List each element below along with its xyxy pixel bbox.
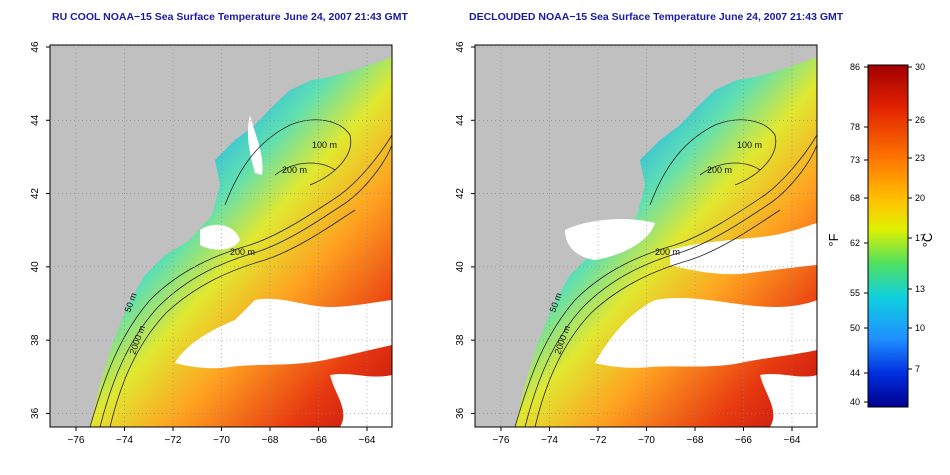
x-tick-label: −64 <box>784 435 801 446</box>
y-tick-label: 40 <box>455 261 466 273</box>
x-tick-label: −72 <box>165 435 182 446</box>
y-axis: 46 44 42 40 38 36 <box>455 41 817 419</box>
cloud-mask <box>670 223 817 275</box>
fahrenheit-tick-label: 55 <box>850 288 860 298</box>
colorbar: 86 78 73 68 62 55 50 44 40 30 26 23 20 17 13 10 7 °F °C <box>826 62 935 408</box>
contour-label: 200 m <box>230 247 255 257</box>
fahrenheit-tick-label: 62 <box>850 238 860 248</box>
x-tick-label: −70 <box>213 435 230 446</box>
celsius-tick-label: 20 <box>915 193 925 203</box>
y-axis: 46 44 42 40 38 36 <box>30 41 392 419</box>
contour-label: 100 m <box>737 140 762 150</box>
left-map-title: RU COOL NOAA−15 Sea Surface Temperature … <box>52 11 408 23</box>
x-tick-label: −66 <box>310 435 327 446</box>
land <box>475 45 817 427</box>
celsius-tick-label: 7 <box>915 364 920 374</box>
cloud-mask <box>330 373 392 427</box>
x-tick-label: −64 <box>359 435 376 446</box>
y-tick-label: 36 <box>455 407 466 419</box>
celsius-label: °C <box>920 233 935 248</box>
bathymetry-contours <box>89 119 393 428</box>
y-tick-label: 42 <box>455 188 466 200</box>
celsius-tick-label: 23 <box>915 153 925 163</box>
x-tick-label: −70 <box>638 435 655 446</box>
fahrenheit-tick-label: 44 <box>850 368 860 378</box>
x-tick-label: −68 <box>262 435 279 446</box>
right-map: 200 m 100 m 200 m 50 m 2000 m 4644424038… <box>455 41 818 446</box>
celsius-tick-label: 30 <box>915 62 925 72</box>
fahrenheit-tick-label: 50 <box>850 323 860 333</box>
contour-label: 100 m <box>312 140 337 150</box>
cloud-mask <box>565 219 655 260</box>
contour-label: 200 m <box>707 165 732 175</box>
fahrenheit-tick-label: 78 <box>850 122 860 132</box>
x-tick-label: −68 <box>687 435 704 446</box>
y-tick-label: 44 <box>455 114 466 126</box>
x-tick-label: −76 <box>68 435 85 446</box>
x-tick-label: −74 <box>541 435 558 446</box>
fahrenheit-ticks: 86 78 73 68 62 55 50 44 40 <box>850 62 868 407</box>
cloud-mask <box>247 115 263 175</box>
left-map: 200 m 100 m 200 m 50 m 2000 m 4644424038… <box>30 41 393 446</box>
x-tick-label: −66 <box>735 435 752 446</box>
x-axis: −76 −74 −72 −70 −68 −66 −64 <box>68 45 376 446</box>
x-axis: −76 −74 −72 −70 −68 −66 −64 <box>493 45 801 446</box>
fahrenheit-tick-label: 73 <box>850 155 860 165</box>
contour-label: 200 m <box>655 247 680 257</box>
bathymetry-contours <box>514 119 818 428</box>
right-map-title: DECLOUDED NOAA−15 Sea Surface Temperatur… <box>469 11 844 23</box>
contour-label: 200 m <box>282 165 307 175</box>
cloud-mask <box>595 298 817 368</box>
x-tick-label: −74 <box>116 435 133 446</box>
cloud-mask <box>200 224 240 250</box>
fahrenheit-tick-label: 40 <box>850 397 860 407</box>
land <box>50 45 392 427</box>
cloud-mask <box>760 373 817 427</box>
celsius-tick-label: 26 <box>915 115 925 125</box>
y-tick-label: 46 <box>455 41 466 53</box>
y-tick-label: 44 <box>30 114 41 126</box>
cloud-mask <box>175 298 392 369</box>
y-tick-label: 38 <box>30 334 41 346</box>
celsius-tick-label: 10 <box>915 323 925 333</box>
fahrenheit-label: °F <box>826 233 841 246</box>
y-tick-label: 46 <box>30 41 41 53</box>
x-tick-label: −72 <box>590 435 607 446</box>
celsius-tick-label: 13 <box>915 284 925 294</box>
celsius-ticks: 30 26 23 20 17 13 10 7 <box>908 62 925 374</box>
x-tick-label: −76 <box>493 435 510 446</box>
colorbar-ramp <box>867 64 909 408</box>
y-tick-label: 40 <box>30 261 41 273</box>
y-tick-label: 38 <box>455 334 466 346</box>
y-tick-label: 42 <box>30 188 41 200</box>
y-tick-label: 36 <box>30 407 41 419</box>
fahrenheit-tick-label: 68 <box>850 193 860 203</box>
fahrenheit-tick-label: 86 <box>850 62 860 72</box>
celsius-tick-label: 17 <box>915 233 925 243</box>
